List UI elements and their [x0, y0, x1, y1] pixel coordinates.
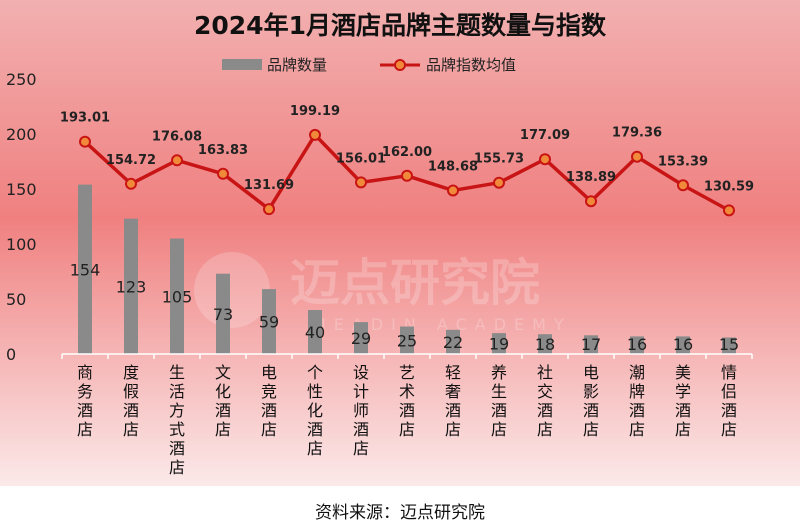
- line-point: [125, 177, 137, 190]
- legend: 品牌数量 品牌指数均值: [222, 56, 516, 74]
- bar: [78, 184, 92, 354]
- line-point: [217, 167, 229, 180]
- bar: [446, 329, 460, 354]
- line-point: [263, 203, 275, 216]
- bar-value-label: 22: [443, 333, 463, 352]
- legend-line-label: 品牌指数均值: [426, 56, 516, 74]
- y-tick-label: 250: [6, 70, 37, 89]
- bar-value-label: 25: [397, 331, 417, 350]
- bar: [216, 273, 230, 354]
- x-tick-label: 养生酒店: [491, 363, 507, 439]
- x-tick-label: 设计师酒店: [353, 363, 369, 458]
- bar-value-label: 18: [535, 335, 555, 354]
- bars: [78, 184, 736, 354]
- index-line-series: [79, 128, 735, 217]
- x-tick-label: 个性化酒店: [307, 363, 323, 458]
- line-point: [355, 176, 367, 189]
- bar: [308, 310, 322, 354]
- line-value-label: 176.08: [152, 129, 202, 144]
- y-tick-label: 50: [6, 290, 26, 309]
- bar-value-label: 40: [305, 323, 325, 342]
- x-tick-label: 电影酒店: [583, 363, 599, 439]
- line-value-label: 155.73: [474, 152, 524, 167]
- x-tick-label: 商务酒店: [77, 363, 93, 439]
- y-tick-label: 150: [6, 180, 37, 199]
- y-axis: 0 50 100 150 200 250: [6, 70, 37, 364]
- line-value-label: 130.59: [704, 179, 754, 194]
- line-value-label: 138.89: [566, 170, 616, 185]
- bar: [584, 335, 598, 354]
- line-point: [723, 204, 735, 217]
- bar-value-label: 15: [719, 335, 739, 354]
- line-point: [401, 169, 413, 182]
- x-tick-label: 度假酒店: [123, 363, 139, 439]
- x-tick-label: 社交酒店: [537, 363, 553, 439]
- bar: [262, 289, 276, 354]
- bar: [124, 218, 138, 354]
- watermark: 迈点研究院 MEADIN ACADEMY: [194, 252, 572, 334]
- x-axis: 商务酒店 度假酒店 生活方式酒店 文化酒店 电竞酒店 个性化酒店 设计师酒店 艺术酒店 轻奢酒店…: [61, 353, 753, 477]
- bar-value-label: 16: [673, 335, 693, 354]
- bar: [354, 322, 368, 354]
- legend-bar-swatch: [222, 59, 262, 70]
- bar-value-label: 16: [627, 335, 647, 354]
- bar-value-label: 59: [259, 313, 279, 332]
- line-point: [493, 176, 505, 189]
- bar-value-label: 29: [351, 329, 371, 348]
- legend-line-marker: [394, 59, 406, 71]
- bar: [630, 336, 644, 354]
- x-tick-label: 电竞酒店: [261, 363, 277, 439]
- bar: [170, 238, 184, 354]
- line-value-label: 179.36: [612, 126, 662, 141]
- line-value-label: 199.19: [290, 104, 340, 119]
- bar-labels: 154 123 105 73 59 40 29 25 22 19 18 17 16 16 15: [70, 260, 739, 354]
- line-point: [447, 184, 459, 197]
- y-tick-label: 200: [6, 125, 37, 144]
- watermark-text: 迈点研究院: [290, 254, 540, 312]
- bar-value-label: 123: [116, 277, 147, 296]
- line-point: [171, 154, 183, 167]
- line-point: [309, 128, 321, 141]
- bar-value-label: 17: [581, 335, 601, 354]
- x-tick-label: 潮牌酒店: [629, 363, 645, 439]
- line-value-label: 131.69: [244, 178, 294, 193]
- line-value-label: 177.09: [520, 128, 570, 143]
- x-tick-label: 文化酒店: [215, 363, 231, 439]
- line-value-label: 156.01: [336, 151, 386, 166]
- x-tick-label: 艺术酒店: [399, 363, 415, 439]
- chart-title: 2024年1月酒店品牌主题数量与指数: [194, 11, 607, 40]
- line-point: [585, 195, 597, 208]
- bar: [538, 334, 552, 354]
- line-point: [631, 150, 643, 163]
- line-value-label: 162.00: [382, 145, 432, 160]
- bar: [722, 337, 736, 354]
- line-value-label: 154.72: [106, 153, 156, 168]
- x-tick-label: 美学酒店: [675, 363, 691, 439]
- bar: [492, 333, 506, 354]
- x-tick-label: 轻奢酒店: [445, 363, 461, 439]
- bar-value-label: 154: [70, 260, 101, 279]
- line-value-label: 163.83: [198, 143, 248, 158]
- line-value-label: 153.39: [658, 154, 708, 169]
- legend-bar-label: 品牌数量: [267, 56, 327, 74]
- line-point: [79, 135, 91, 148]
- bar-value-label: 105: [162, 287, 193, 306]
- bar: [400, 326, 414, 354]
- bar-value-label: 73: [213, 305, 233, 324]
- y-tick-label: 0: [6, 345, 16, 364]
- watermark-subtext: MEADIN ACADEMY: [312, 315, 572, 334]
- line-point: [677, 179, 689, 192]
- x-tick-label: 生活方式酒店: [169, 363, 185, 477]
- bar: [676, 336, 690, 354]
- y-tick-label: 100: [6, 235, 37, 254]
- bar-value-label: 19: [489, 335, 509, 354]
- line-value-label: 193.01: [60, 111, 110, 126]
- source-note: 资料来源：迈点研究院: [315, 503, 485, 523]
- line-value-label: 148.68: [428, 159, 478, 174]
- line-point: [539, 153, 551, 166]
- x-tick-label: 情侣酒店: [721, 363, 737, 439]
